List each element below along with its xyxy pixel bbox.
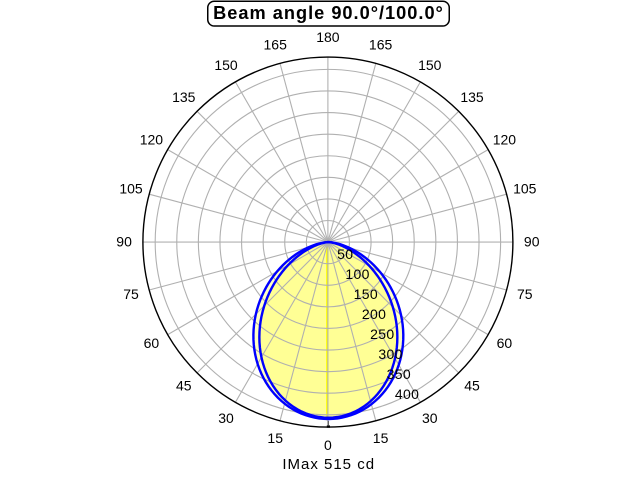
svg-text:135: 135 [460, 89, 484, 105]
svg-text:30: 30 [218, 410, 234, 426]
svg-text:75: 75 [123, 286, 139, 302]
svg-text:Beam angle 90.0°/100.0°: Beam angle 90.0°/100.0° [213, 3, 444, 23]
svg-text:90: 90 [524, 233, 540, 249]
svg-text:60: 60 [497, 335, 513, 351]
svg-text:200: 200 [362, 306, 386, 322]
svg-text:165: 165 [369, 36, 393, 52]
svg-text:150: 150 [214, 57, 238, 73]
svg-text:150: 150 [354, 286, 378, 302]
svg-text:120: 120 [140, 131, 164, 147]
svg-text:400: 400 [395, 386, 419, 402]
svg-text:250: 250 [370, 326, 394, 342]
svg-text:0: 0 [324, 437, 332, 453]
svg-text:300: 300 [378, 346, 402, 362]
svg-text:75: 75 [517, 286, 533, 302]
svg-text:100: 100 [345, 266, 369, 282]
svg-text:45: 45 [176, 377, 192, 393]
svg-text:45: 45 [464, 377, 480, 393]
svg-text:105: 105 [513, 181, 537, 197]
svg-text:135: 135 [172, 89, 196, 105]
svg-text:120: 120 [493, 131, 517, 147]
svg-text:90: 90 [116, 233, 132, 249]
svg-text:180: 180 [316, 29, 340, 45]
svg-text:30: 30 [422, 410, 438, 426]
svg-text:150: 150 [418, 57, 442, 73]
svg-text:IMax 515 cd: IMax 515 cd [282, 456, 375, 473]
svg-text:105: 105 [119, 181, 143, 197]
svg-text:15: 15 [267, 430, 283, 446]
svg-text:50: 50 [337, 246, 353, 262]
svg-text:165: 165 [264, 36, 288, 52]
svg-text:350: 350 [387, 366, 411, 382]
svg-text:15: 15 [373, 430, 389, 446]
svg-text:60: 60 [144, 335, 160, 351]
